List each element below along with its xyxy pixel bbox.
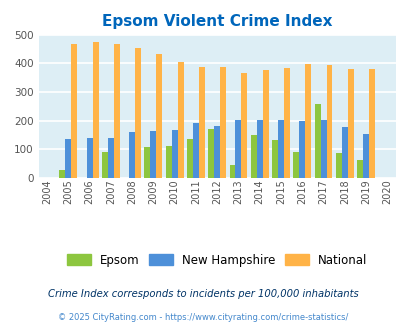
Bar — [326, 65, 332, 178]
Bar — [271, 140, 277, 178]
Bar — [102, 152, 108, 178]
Bar — [59, 171, 65, 178]
Bar — [341, 127, 347, 178]
Bar — [177, 62, 183, 178]
Bar — [135, 48, 141, 178]
Bar — [235, 120, 241, 178]
Bar — [92, 42, 98, 178]
Title: Epsom Violent Crime Index: Epsom Violent Crime Index — [102, 14, 332, 29]
Bar — [229, 165, 235, 178]
Bar — [65, 139, 71, 178]
Bar — [305, 64, 311, 178]
Bar — [129, 132, 135, 178]
Bar — [192, 123, 198, 178]
Bar — [208, 129, 214, 178]
Bar — [356, 159, 362, 178]
Bar — [220, 67, 226, 178]
Text: © 2025 CityRating.com - https://www.cityrating.com/crime-statistics/: © 2025 CityRating.com - https://www.city… — [58, 313, 347, 322]
Bar — [241, 73, 247, 178]
Bar — [165, 146, 171, 178]
Bar — [250, 135, 256, 178]
Bar — [368, 69, 374, 178]
Bar — [314, 104, 320, 178]
Bar — [144, 147, 150, 178]
Bar — [293, 152, 298, 178]
Text: Crime Index corresponds to incidents per 100,000 inhabitants: Crime Index corresponds to incidents per… — [47, 289, 358, 299]
Bar — [283, 68, 289, 178]
Bar — [171, 130, 177, 178]
Bar — [150, 131, 156, 178]
Bar — [156, 54, 162, 178]
Bar — [298, 121, 305, 178]
Bar — [347, 69, 353, 178]
Bar — [198, 67, 205, 178]
Bar — [262, 70, 268, 178]
Bar — [108, 138, 113, 178]
Bar — [214, 126, 220, 178]
Bar — [113, 44, 119, 178]
Bar — [362, 134, 368, 178]
Legend: Epsom, New Hampshire, National: Epsom, New Hampshire, National — [63, 250, 370, 270]
Bar — [86, 138, 92, 178]
Bar — [335, 153, 341, 178]
Bar — [187, 140, 192, 178]
Bar — [320, 120, 326, 178]
Bar — [71, 44, 77, 178]
Bar — [256, 120, 262, 178]
Bar — [277, 120, 283, 178]
